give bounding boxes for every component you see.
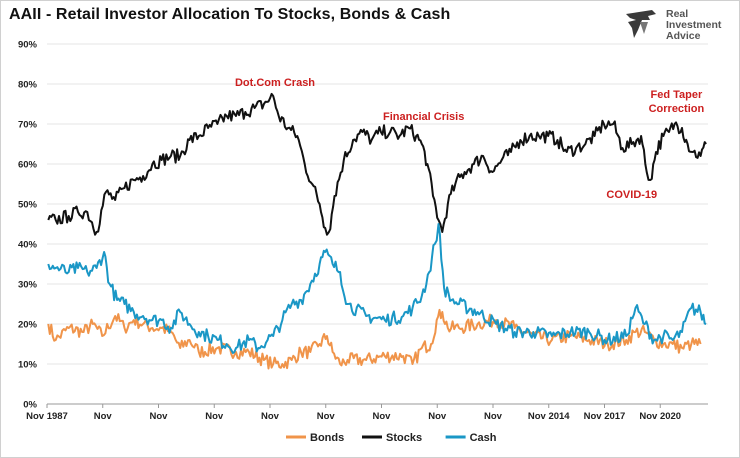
x-tick-label: Nov 1987 [26,411,68,422]
y-tick-label: 20% [18,320,38,331]
x-tick-label: Nov 2017 [584,411,626,422]
annotation-label: COVID-19 [606,189,657,201]
x-tick-label: Nov [261,411,280,422]
x-tick-label: Nov [373,411,392,422]
y-tick-label: 90% [18,40,38,51]
x-tick-label: Nov [484,411,503,422]
x-tick-label: Nov [150,411,169,422]
eagle-icon [626,10,656,38]
annotation-label: Financial Crisis [383,111,464,123]
y-tick-label: 0% [23,400,37,411]
legend-label-cash: Cash [470,432,497,444]
y-axis: 0% 10% 20% 30% 40% 50% 60% 70% 80% 90% [18,40,38,411]
y-tick-label: 70% [18,120,38,131]
logo-line: Investment [666,19,722,31]
x-axis: Nov 1987 Nov Nov Nov Nov Nov Nov Nov Nov Nov 2014… [26,404,681,422]
logo-line: Advice [666,30,701,42]
x-tick-label: Nov [94,411,113,422]
y-tick-label: 10% [18,360,38,371]
x-tick-label: Nov 2014 [528,411,570,422]
chart-title: AAII - Retail Investor Allocation To Sto… [9,6,451,23]
y-tick-label: 40% [18,240,38,251]
logo-line: Real [666,8,689,20]
x-tick-label: Nov [205,411,224,422]
legend: Bonds Stocks Cash [286,432,497,444]
annotation-label: Dot.Com Crash [235,77,315,89]
y-tick-label: 50% [18,200,38,211]
legend-label-bonds: Bonds [310,432,344,444]
gridlines [47,43,708,405]
annotations: Dot.Com Crash Financial Crisis Fed Taper Co… [235,77,705,201]
legend-label-stocks: Stocks [386,432,422,444]
y-tick-label: 30% [18,280,38,291]
x-tick-label: Nov [317,411,336,422]
series-group [47,92,707,370]
annotation-label: Correction [649,103,705,115]
x-tick-label: Nov [428,411,447,422]
x-tick-label: Nov 2020 [639,411,681,422]
y-tick-label: 60% [18,160,38,171]
series-line-stocks [47,92,707,236]
y-tick-label: 80% [18,80,38,91]
brand-logo-text: Real Investment Advice [666,9,721,42]
annotation-label: Fed Taper [651,89,703,101]
brand-logo [622,8,732,42]
series-line-cash [47,223,707,354]
series-line-bonds [47,308,702,370]
